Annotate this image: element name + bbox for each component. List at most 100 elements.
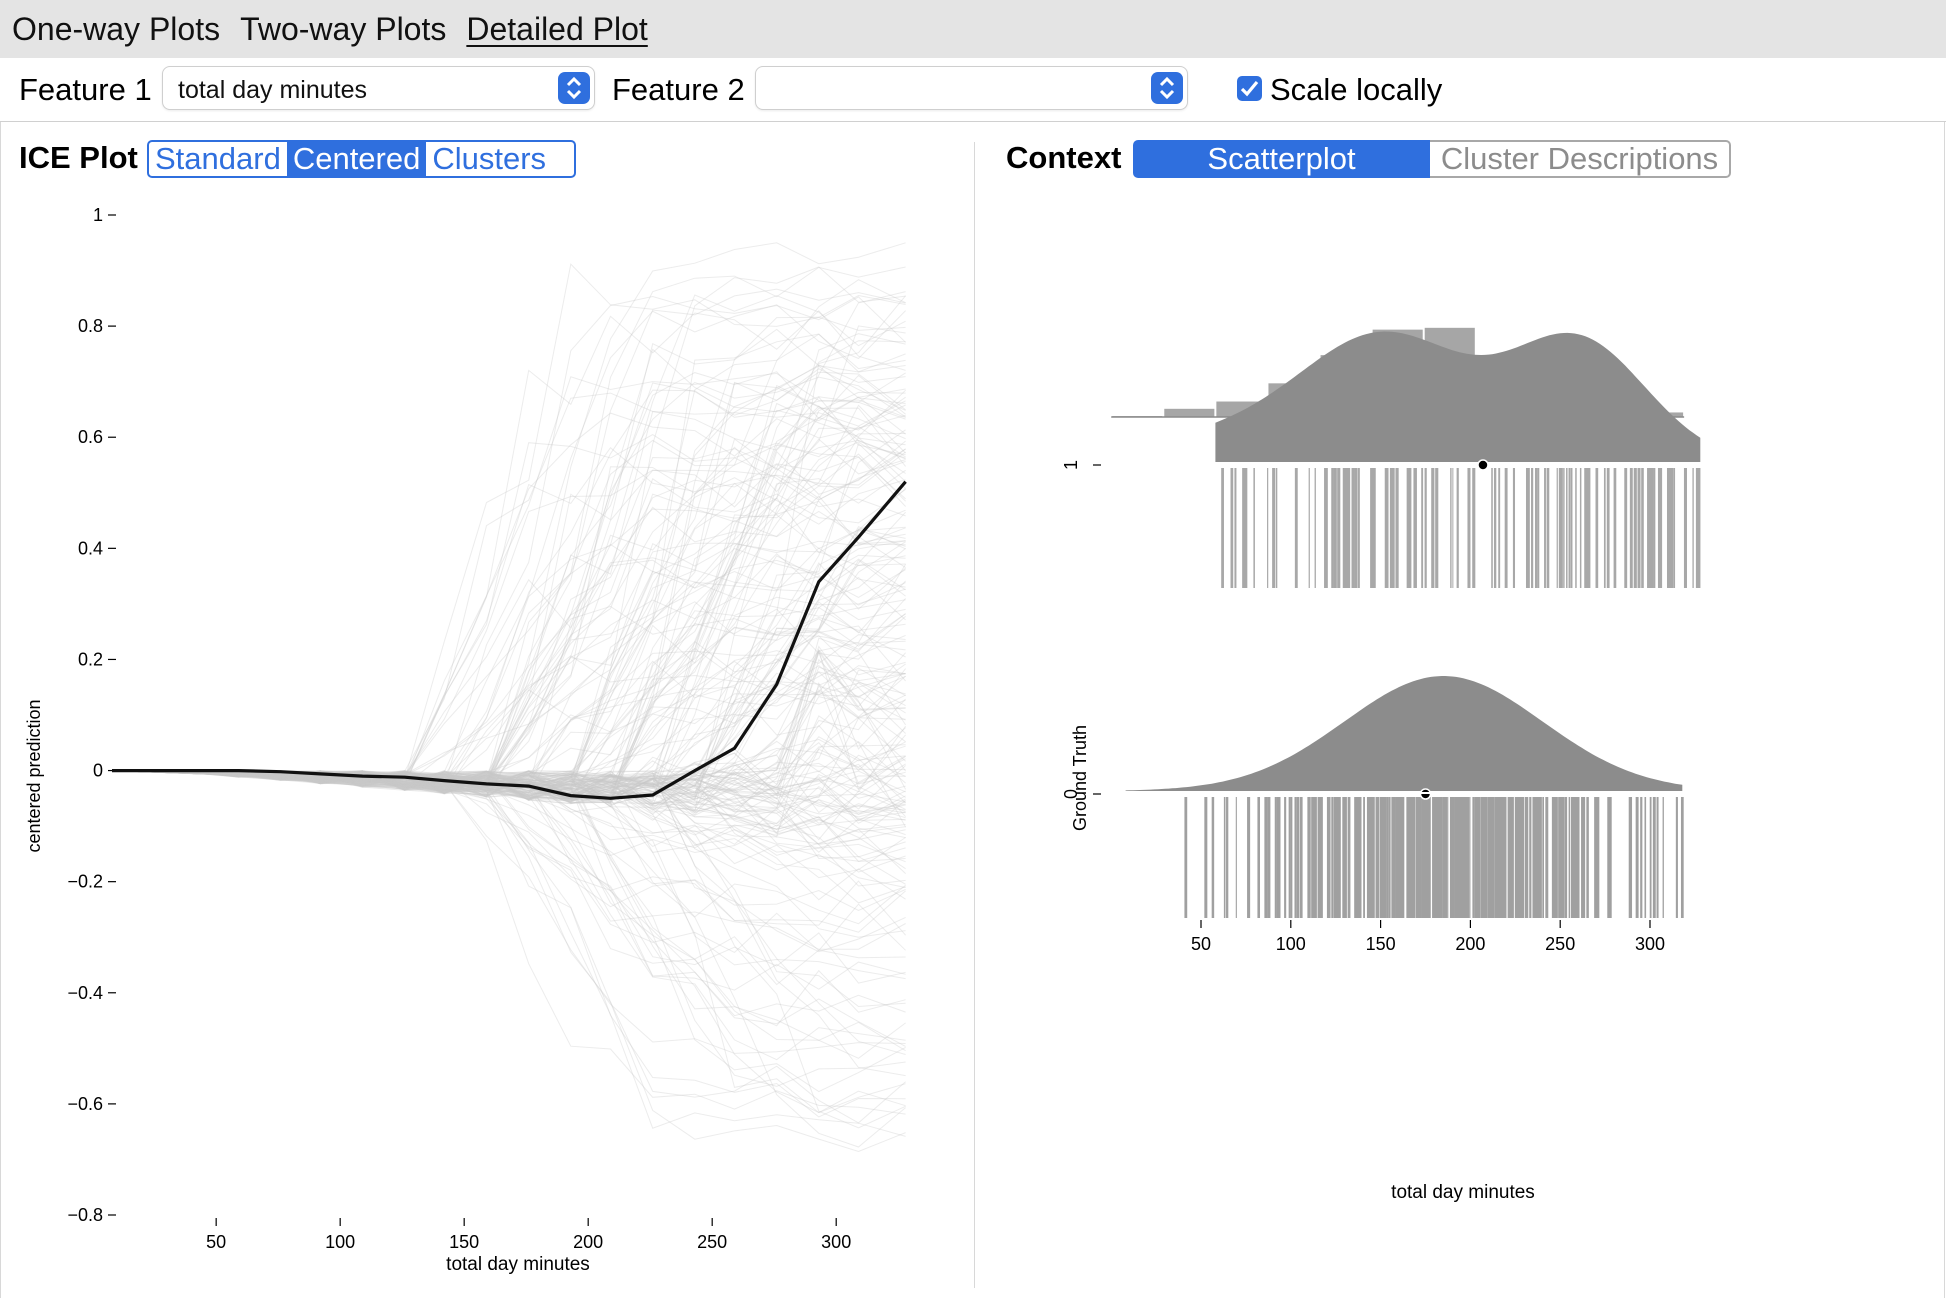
ice-line: [111, 526, 906, 800]
ice-line: [111, 770, 906, 1129]
ice-line: [111, 304, 906, 788]
x-tick-label: 250: [1545, 934, 1575, 954]
ice-line: [111, 666, 906, 816]
x-tick-label: 200: [573, 1232, 603, 1252]
ice-line: [111, 554, 906, 794]
x-tick-label: 50: [206, 1232, 226, 1252]
feature2-label: Feature 2: [612, 72, 745, 107]
ice-line: [111, 527, 906, 795]
ice-line: [111, 441, 906, 803]
ice-line: [111, 438, 906, 798]
x-tick-label: 150: [1366, 934, 1396, 954]
ice-line: [111, 388, 906, 803]
y-tick-label: 0.2: [78, 649, 103, 669]
mode-centered[interactable]: Centered: [286, 142, 427, 176]
ice-line: [111, 432, 906, 806]
mode-standard[interactable]: Standard: [155, 141, 281, 176]
nav-two-way-plots[interactable]: Two-way Plots: [240, 10, 447, 47]
ice-line: [111, 325, 906, 812]
ice-line: [111, 770, 906, 1148]
ice-line: [111, 770, 906, 904]
ice-line: [111, 597, 906, 791]
ice-line: [111, 682, 906, 790]
ice-line: [111, 442, 906, 795]
ice-line: [112, 770, 906, 827]
ice-line: [111, 446, 906, 786]
ice-line: [111, 715, 907, 828]
y-tick-label: 0.4: [78, 538, 103, 558]
ice-line: [111, 770, 906, 986]
ice-line: [111, 770, 906, 980]
ice-line: [111, 689, 906, 814]
feature1-value: total day minutes: [178, 76, 367, 104]
tab-cluster-descriptions[interactable]: Cluster Descriptions: [1430, 140, 1731, 178]
feature2-select[interactable]: [755, 66, 1188, 110]
scale-locally-checkbox[interactable]: [1237, 76, 1262, 101]
y-tick-label: 0: [93, 761, 103, 781]
ice-line: [111, 469, 906, 796]
ice-line: [111, 647, 906, 780]
ice-line: [111, 389, 906, 791]
nav-detailed-plot[interactable]: Detailed Plot: [466, 10, 648, 47]
ice-line: [111, 738, 906, 801]
ice-plot-chart: 1 0.8 0.6 0.4 0.2 0 −0.2 −0.4 −0.6 −0.8 50 100 150 2…: [24, 205, 907, 1275]
ice-line: [111, 242, 906, 784]
ice-line: [111, 436, 906, 784]
ice-line: [111, 770, 906, 849]
ice-line: [111, 651, 906, 810]
ice-line: [111, 637, 907, 796]
y-tick-label: −0.4: [67, 983, 103, 1003]
checkmark-icon: [1240, 80, 1259, 97]
ice-line: [111, 438, 906, 792]
ice-line: [111, 478, 906, 787]
pdp-line: [112, 480, 907, 800]
ice-line: [111, 405, 906, 804]
mode-clusters[interactable]: Clusters: [432, 141, 547, 176]
select-arrows-icon: [558, 72, 590, 104]
ice-line: [111, 396, 906, 793]
ice-line: [112, 764, 906, 810]
ice-line: [111, 770, 906, 862]
ice-line: [111, 770, 906, 933]
ice-line: [111, 770, 906, 836]
ice-line: [111, 453, 906, 781]
ice-line: [111, 770, 906, 824]
ice-line: [111, 555, 906, 794]
ice-line: [111, 365, 906, 800]
tab-scatterplot[interactable]: Scatterplot: [1133, 140, 1430, 178]
ice-line: [111, 770, 906, 815]
ice-line: [111, 770, 906, 858]
ice-line: [111, 547, 906, 787]
ice-y-axis-label: centered prediction: [24, 699, 44, 852]
ice-line: [111, 371, 906, 787]
ice-line: [111, 770, 906, 1124]
ice-line: [111, 528, 906, 811]
nav-one-way-plots[interactable]: One-way Plots: [12, 10, 221, 47]
ice-line: [111, 511, 906, 806]
ice-line: [111, 770, 906, 1137]
feature1-select[interactable]: total day minutes: [162, 66, 595, 110]
ice-line: [111, 613, 906, 788]
ice-line: [111, 755, 906, 797]
ice-line: [111, 770, 906, 1017]
rug-group-0: [1125, 788, 1684, 918]
ice-line: [111, 760, 906, 793]
select-arrows-icon: [1151, 72, 1183, 104]
ice-line: [111, 605, 906, 786]
ice-line: [111, 333, 906, 797]
ice-line: [111, 762, 906, 818]
ice-line: [111, 770, 906, 800]
group-tick-label: 0: [1061, 789, 1081, 799]
ice-line: [111, 770, 906, 901]
ice-line: [111, 770, 906, 938]
frame-border: [1944, 122, 1945, 1298]
x-tick-label: 250: [697, 1232, 727, 1252]
ice-line: [111, 294, 906, 789]
ice-line: [111, 770, 906, 1047]
ice-line: [111, 295, 906, 787]
ice-line: [111, 477, 906, 785]
feature-bar: Feature 1 total day minutes Feature 2 Sc…: [0, 60, 1946, 122]
ice-line: [111, 770, 906, 1114]
ice-line: [111, 770, 906, 1114]
ice-line: [111, 608, 906, 803]
